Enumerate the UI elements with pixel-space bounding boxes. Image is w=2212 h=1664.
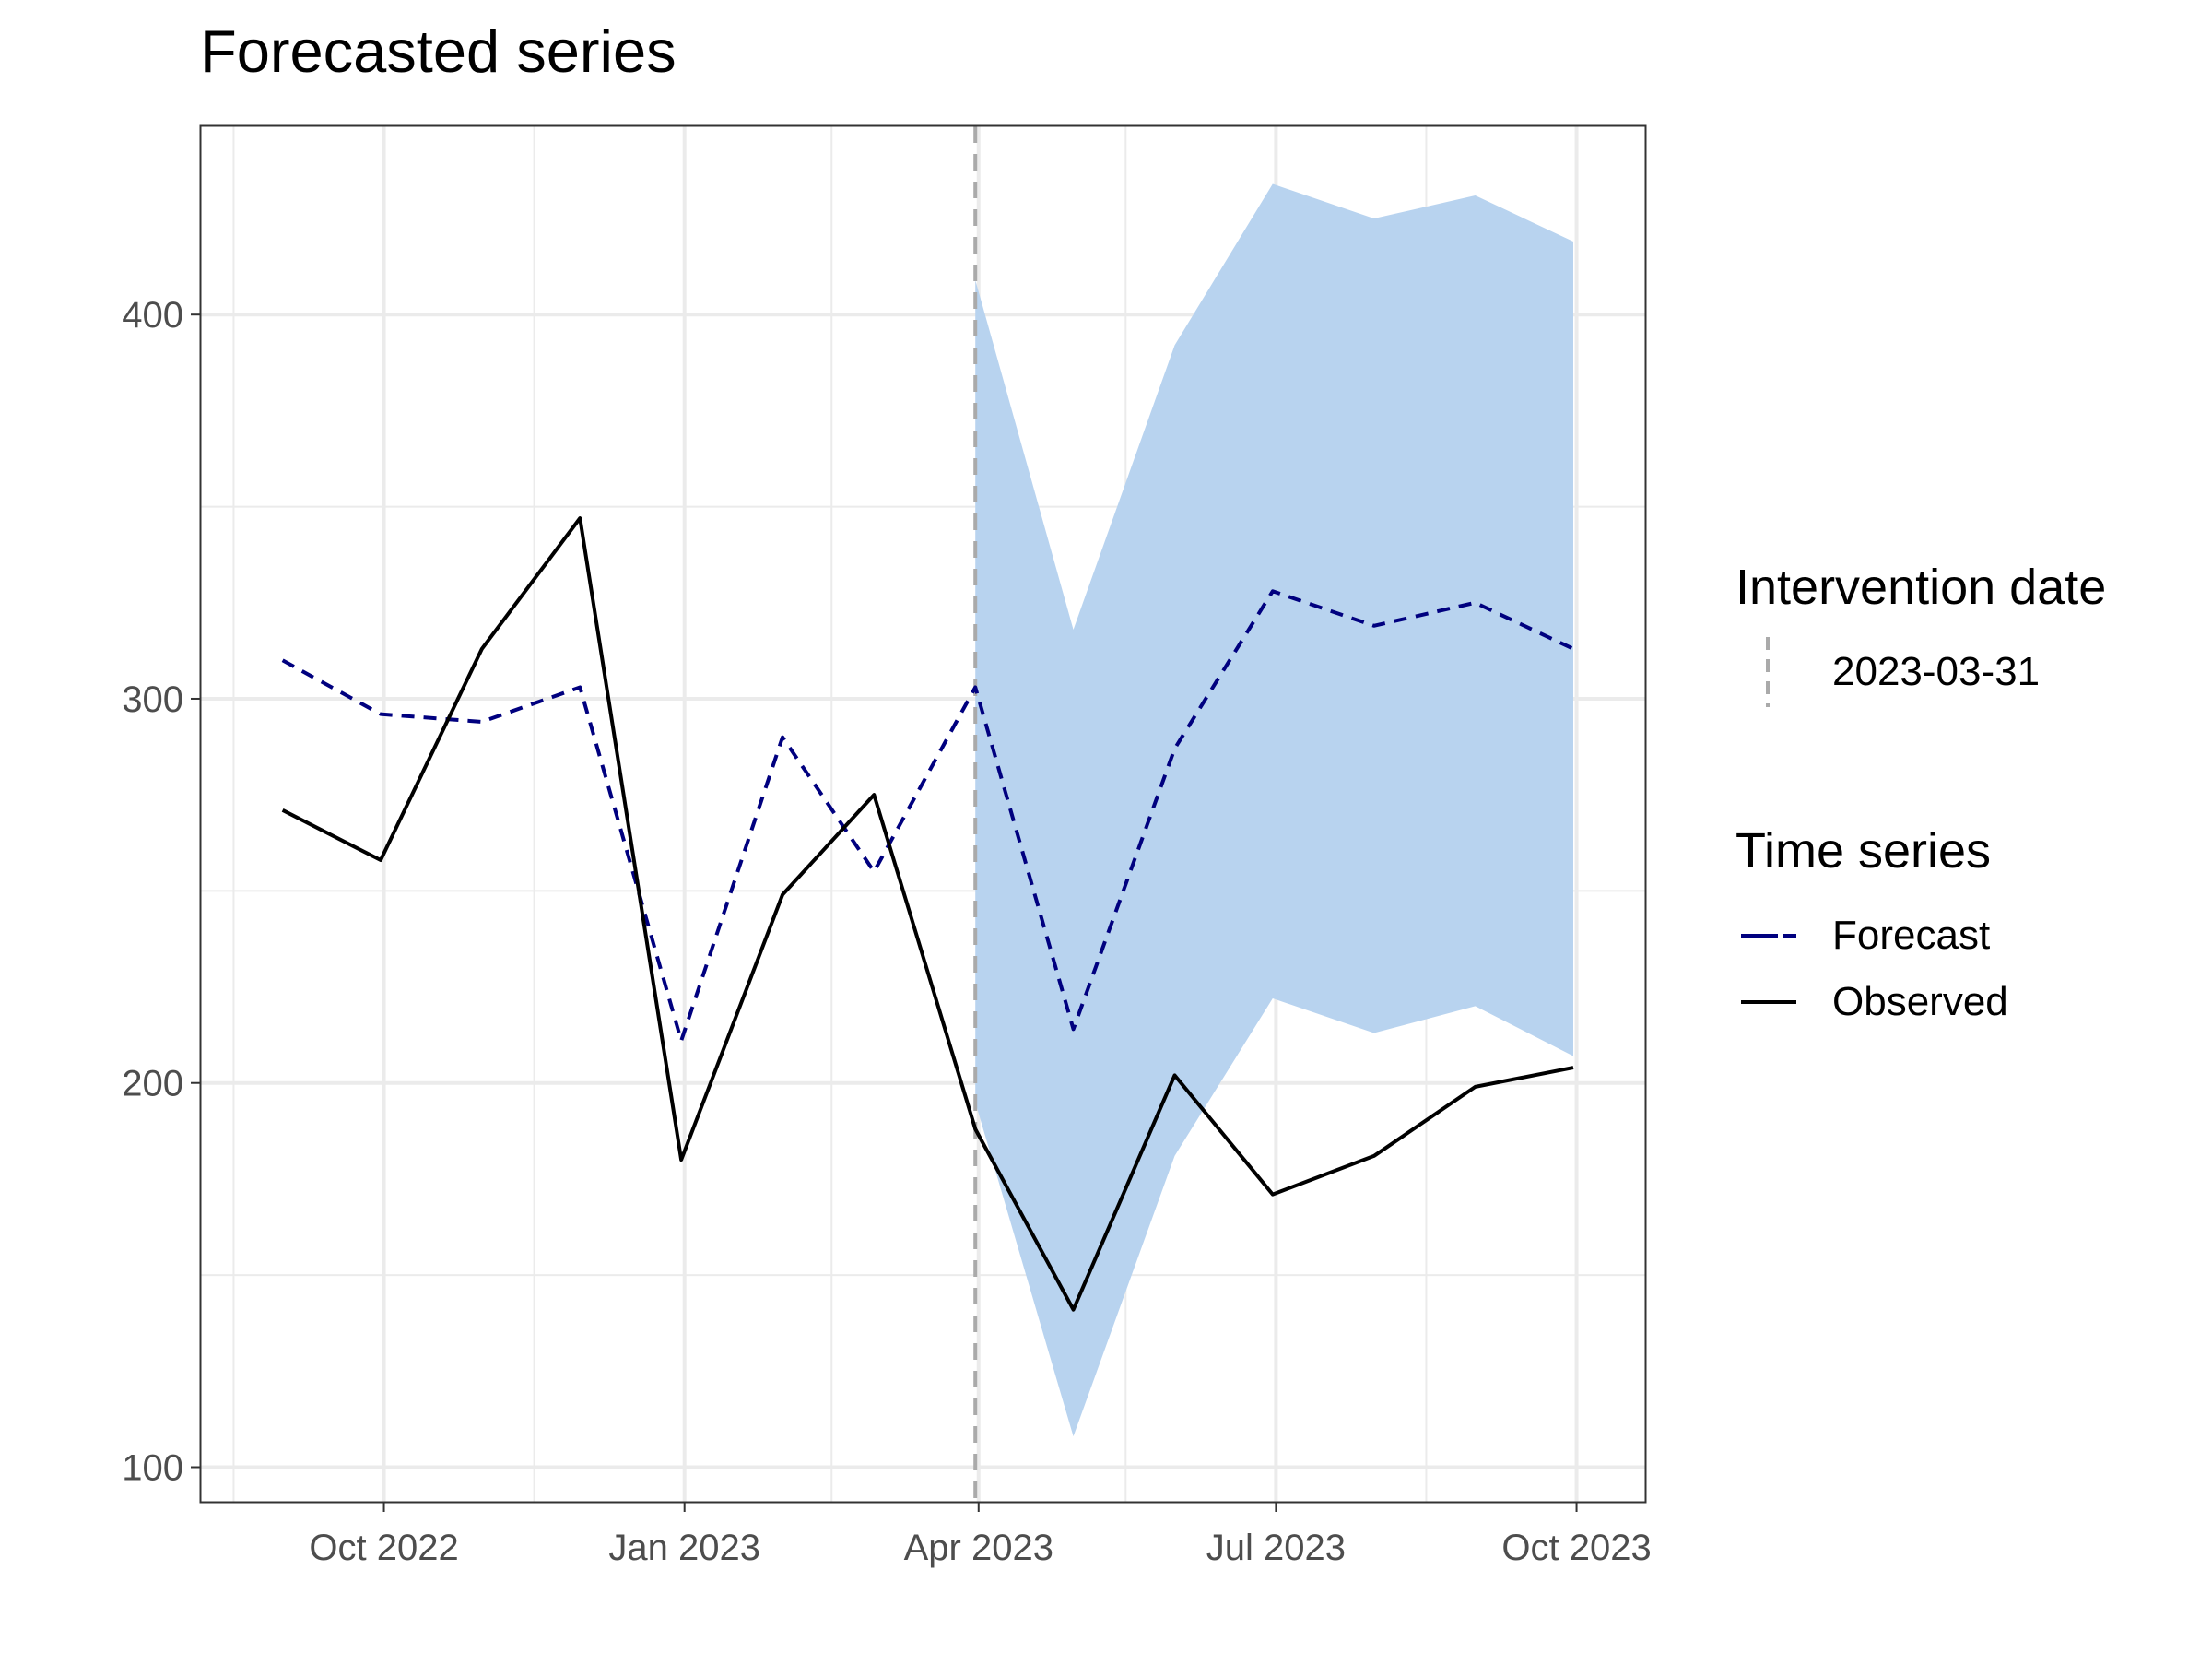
- legend-title: Intervention date: [1735, 560, 2106, 615]
- series-lines: [281, 516, 1574, 1312]
- plot-panel-border: [199, 124, 1647, 1504]
- legend-label: 2023-03-31: [1832, 649, 2040, 694]
- legend-title: Time series: [1735, 823, 1991, 879]
- series-line-forecast: [281, 589, 1574, 1043]
- forecast-interval: [975, 183, 1574, 1437]
- y-axis: 100 200 300 400: [122, 295, 201, 1488]
- y-tick-label: 100: [122, 1447, 183, 1488]
- legend-label: Forecast: [1832, 913, 1990, 958]
- legend-label: Observed: [1832, 979, 2008, 1024]
- legend: Intervention date 2023-03-31 Time series Fo…: [1735, 560, 2106, 1024]
- x-axis: Oct 2022 Jan 2023 Apr 2023 Jul 2023 Oct 2023: [309, 1502, 1652, 1568]
- series-line-observed: [281, 516, 1574, 1312]
- forecast-ribbon: [975, 183, 1574, 1437]
- y-tick-label: 200: [122, 1064, 183, 1104]
- y-tick-label: 300: [122, 679, 183, 720]
- y-tick-label: 400: [122, 295, 183, 336]
- x-tick-label: Jul 2023: [1206, 1528, 1346, 1568]
- x-tick-label: Oct 2022: [309, 1528, 458, 1568]
- chart-title: Forecasted series: [200, 18, 677, 85]
- x-tick-label: Oct 2023: [1501, 1528, 1651, 1568]
- x-tick-label: Apr 2023: [904, 1528, 1053, 1568]
- x-tick-label: Jan 2023: [608, 1528, 760, 1568]
